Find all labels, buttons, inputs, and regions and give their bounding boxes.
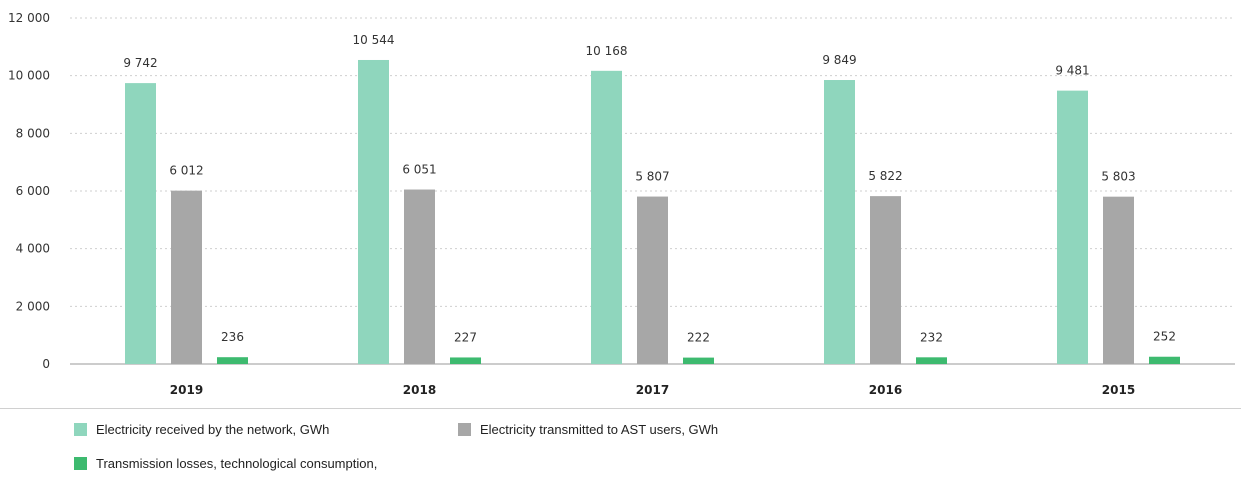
data-label: 10 544 xyxy=(353,33,395,47)
y-tick-label: 2 000 xyxy=(16,299,50,313)
x-tick-label: 2018 xyxy=(403,383,436,397)
x-tick-label: 2019 xyxy=(170,383,203,397)
bar-received xyxy=(125,83,156,365)
legend: Electricity received by the network, GWh… xyxy=(74,420,1174,475)
bar-received xyxy=(591,70,622,365)
legend-label-transmitted: Electricity transmitted to AST users, GW… xyxy=(480,422,719,437)
legend-swatch-transmitted xyxy=(458,423,471,436)
data-label: 5 803 xyxy=(1101,170,1135,184)
y-tick-label: 4 000 xyxy=(16,242,50,256)
legend-swatch-losses xyxy=(74,457,87,470)
data-label: 9 742 xyxy=(123,56,157,70)
legend-label-losses: Transmission losses, technological consu… xyxy=(96,456,378,471)
bar-losses xyxy=(450,357,481,364)
bar-transmitted xyxy=(870,196,901,364)
bar-received xyxy=(824,80,855,364)
data-label: 227 xyxy=(454,330,477,344)
x-tick-label: 2015 xyxy=(1102,383,1135,397)
legend-item-transmitted: Electricity transmitted to AST users, GW… xyxy=(458,422,718,437)
bar-transmitted xyxy=(1103,196,1134,364)
y-tick-label: 10 000 xyxy=(8,69,50,83)
bar-losses xyxy=(1149,356,1180,364)
legend-item-losses: Transmission losses, technological consu… xyxy=(74,456,377,471)
bars xyxy=(125,59,1180,365)
bar-received xyxy=(358,59,389,365)
bar-transmitted xyxy=(404,189,435,364)
bar-transmitted xyxy=(637,196,668,364)
x-tick-label: 2016 xyxy=(869,383,902,397)
data-label: 5 822 xyxy=(868,169,902,183)
bar-losses xyxy=(916,357,947,364)
legend-swatch-received xyxy=(74,423,87,436)
y-axis-ticks: 0 2 000 4 000 6 000 8 000 10 000 12 000 xyxy=(8,11,50,371)
y-tick-label: 12 000 xyxy=(8,11,50,25)
bar-received xyxy=(1057,90,1088,364)
bar-losses xyxy=(683,357,714,364)
data-label: 232 xyxy=(920,330,943,344)
legend-label-received: Electricity received by the network, GWh xyxy=(96,422,330,437)
y-tick-label: 0 xyxy=(42,357,50,371)
data-label: 6 012 xyxy=(169,164,203,178)
legend-item-received: Electricity received by the network, GWh xyxy=(74,422,329,437)
bar-losses xyxy=(217,357,248,364)
data-labels: 9 742 6 012 236 10 544 6 051 227 10 168 5 807 22… xyxy=(123,33,1176,345)
x-tick-label: 2017 xyxy=(636,383,669,397)
data-label: 5 807 xyxy=(635,170,669,184)
data-label: 252 xyxy=(1153,330,1176,344)
y-tick-label: 8 000 xyxy=(16,126,50,140)
x-axis-categories: 2019 2018 2017 2016 2015 xyxy=(170,383,1135,397)
y-tick-label: 6 000 xyxy=(16,184,50,198)
data-label: 222 xyxy=(687,331,710,345)
data-label: 236 xyxy=(221,330,244,344)
data-label: 9 481 xyxy=(1055,64,1089,78)
data-label: 6 051 xyxy=(402,163,436,177)
legend-divider xyxy=(0,408,1241,409)
data-label: 10 168 xyxy=(586,44,628,58)
data-label: 9 849 xyxy=(822,53,856,67)
chart: 0 2 000 4 000 6 000 8 000 10 000 12 000 9 742 6… xyxy=(8,11,1235,397)
bar-transmitted xyxy=(171,190,202,364)
